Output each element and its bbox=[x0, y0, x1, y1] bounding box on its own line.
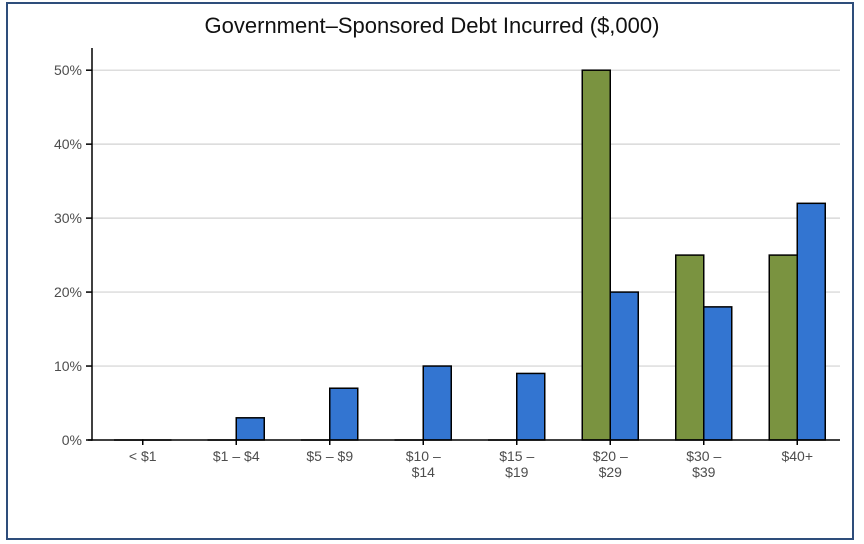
x-tick-label: $1 – $4 bbox=[213, 448, 260, 464]
bar bbox=[516, 372, 546, 441]
y-tick-label: 10% bbox=[54, 358, 82, 374]
chart-frame bbox=[6, 2, 854, 540]
bar bbox=[675, 254, 705, 441]
bar bbox=[609, 291, 639, 441]
axes bbox=[86, 48, 840, 445]
y-tick-label: 50% bbox=[54, 62, 82, 78]
y-tick-label: 30% bbox=[54, 210, 82, 226]
bar bbox=[235, 417, 265, 441]
bar bbox=[422, 365, 452, 441]
x-tick-label: < $1 bbox=[129, 448, 157, 464]
y-tick-label: 20% bbox=[54, 284, 82, 300]
chart-title: Government–Sponsored Debt Incurred ($,00… bbox=[205, 13, 660, 38]
x-tick-label: $10 – $14 bbox=[406, 448, 441, 480]
tick-labels: 0% 10% 20% 30% 40% 50% < $1 $1 – $4 $5 – $9 $10 –… bbox=[54, 62, 813, 480]
x-tick-label: $40+ bbox=[781, 448, 813, 464]
bar bbox=[329, 387, 359, 441]
x-tick-label: $30 – $39 bbox=[686, 448, 721, 480]
x-tick-label: $5 – $9 bbox=[306, 448, 353, 464]
bar bbox=[581, 69, 611, 441]
x-tick-label: $15 – $19 bbox=[499, 448, 534, 480]
y-tick-label: 40% bbox=[54, 136, 82, 152]
bar bbox=[796, 202, 826, 441]
bars bbox=[114, 69, 826, 441]
bar bbox=[703, 306, 733, 441]
bar bbox=[768, 254, 798, 441]
x-tick-label: $20 – $29 bbox=[593, 448, 628, 480]
y-tick-label: 0% bbox=[62, 432, 82, 448]
